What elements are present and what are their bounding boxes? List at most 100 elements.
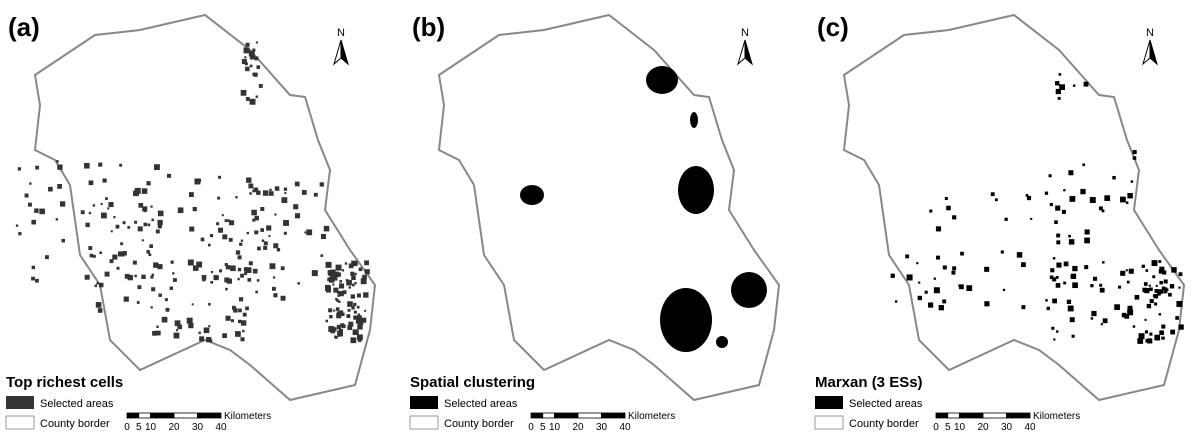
selected-area — [259, 84, 263, 88]
selected-area — [269, 191, 274, 196]
selected-area — [269, 189, 271, 191]
selected-area — [646, 66, 678, 94]
selected-area — [918, 296, 922, 300]
selected-area — [249, 261, 253, 265]
selected-area — [1064, 262, 1069, 267]
selected-area — [1056, 240, 1060, 244]
legend-label: Selected areas — [849, 398, 923, 410]
selected-area — [1161, 325, 1165, 329]
selected-area — [108, 202, 113, 207]
selected-area — [1055, 206, 1060, 211]
legend-label: County border — [40, 418, 110, 430]
selected-area — [1050, 203, 1053, 206]
selected-area — [210, 234, 213, 237]
selected-area — [928, 302, 933, 307]
selected-area — [1158, 260, 1161, 263]
selected-area — [1118, 286, 1121, 289]
selected-area — [347, 325, 352, 330]
selected-area — [222, 214, 224, 216]
selected-area — [1054, 220, 1058, 224]
selected-area — [57, 184, 62, 189]
selected-area — [240, 274, 244, 278]
selected-area — [202, 275, 207, 280]
selected-area — [237, 278, 239, 280]
selected-area — [1053, 338, 1055, 340]
selected-area — [238, 268, 241, 271]
selected-area — [1056, 263, 1061, 268]
selected-area — [1150, 299, 1154, 303]
selected-area — [342, 269, 344, 271]
selected-area — [1071, 274, 1076, 279]
selected-area — [891, 274, 895, 278]
selected-area — [1068, 235, 1071, 238]
selected-area — [929, 210, 932, 213]
selected-area — [934, 278, 936, 280]
selected-area — [57, 164, 62, 169]
selected-area — [257, 247, 261, 251]
selected-area — [1090, 197, 1096, 203]
selected-area — [1171, 267, 1176, 272]
selected-area — [690, 112, 698, 128]
selected-area — [678, 166, 714, 214]
legend-title: Top richest cells — [6, 374, 123, 391]
selected-area — [48, 187, 53, 192]
selected-area — [284, 232, 287, 235]
selected-area — [1120, 271, 1125, 276]
selected-area — [1069, 239, 1074, 244]
selected-area — [255, 291, 258, 294]
selected-area — [1063, 189, 1065, 191]
selected-area — [225, 288, 228, 291]
selected-area — [235, 196, 237, 198]
north-arrow — [1150, 40, 1157, 64]
scale-segment — [127, 413, 139, 418]
selected-area — [45, 255, 49, 259]
scale-segment — [602, 413, 626, 418]
selected-area — [1067, 300, 1071, 304]
selected-area — [137, 285, 141, 289]
selected-area — [1049, 174, 1052, 177]
selected-area — [211, 271, 213, 273]
selected-area — [178, 207, 184, 213]
selected-area — [254, 230, 258, 234]
selected-area — [1053, 257, 1055, 259]
selected-area — [1144, 282, 1148, 286]
selected-area — [364, 260, 369, 265]
selected-area — [966, 285, 972, 291]
selected-area — [228, 219, 231, 222]
selected-area — [1090, 284, 1093, 287]
selected-area — [150, 206, 152, 208]
selected-area — [1058, 73, 1061, 76]
selected-area — [216, 222, 219, 225]
north-arrow — [1143, 40, 1150, 64]
selected-area — [339, 283, 344, 288]
selected-area — [142, 188, 148, 194]
scale-tick-label: 40 — [1024, 422, 1036, 432]
selected-area — [231, 319, 234, 322]
selected-area — [60, 201, 65, 206]
selected-area — [1072, 282, 1078, 288]
county-outline — [844, 15, 1184, 400]
selected-area — [1084, 82, 1089, 87]
selected-area — [349, 286, 351, 288]
scale-tick-label: 20 — [977, 422, 989, 432]
selected-area — [252, 190, 254, 192]
selected-area — [101, 213, 107, 219]
selected-area — [217, 197, 220, 200]
selected-area — [306, 229, 312, 235]
scale-segment — [531, 413, 543, 418]
scale-segment — [151, 413, 175, 418]
north-label: N — [741, 27, 749, 39]
scale-segment — [983, 413, 1007, 418]
selected-area — [1145, 319, 1147, 321]
selected-area — [150, 276, 153, 279]
selected-area — [84, 163, 90, 169]
selected-area — [1070, 317, 1075, 322]
selected-area — [925, 291, 928, 294]
selected-area — [1102, 261, 1104, 263]
selected-area — [332, 327, 336, 331]
selected-area — [18, 232, 21, 235]
selected-area — [952, 266, 956, 270]
selected-area — [28, 203, 32, 207]
selected-area — [1052, 299, 1057, 304]
selected-area — [192, 303, 194, 305]
